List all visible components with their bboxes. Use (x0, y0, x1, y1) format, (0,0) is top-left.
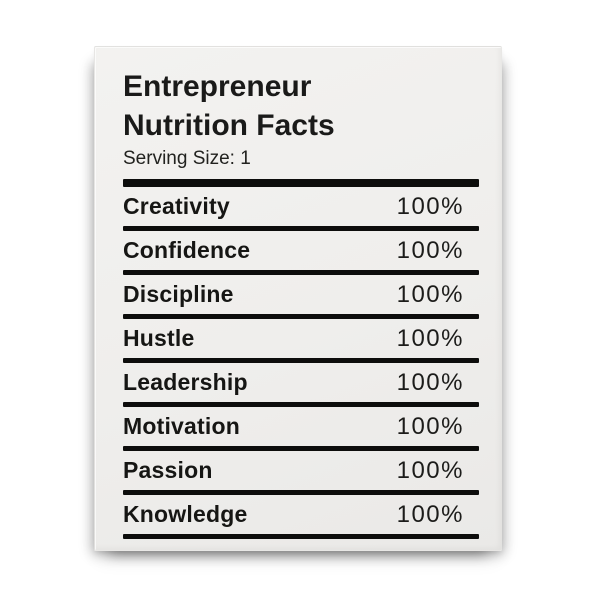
fact-label: Knowledge (123, 501, 248, 527)
art-title-line2: Nutrition Facts (123, 109, 335, 142)
fact-row-knowledge: Knowledge 100% (123, 495, 479, 534)
fact-value: 100% (396, 192, 464, 220)
serving-size-text: Serving Size: 1 (123, 148, 251, 169)
fact-label: Hustle (123, 325, 195, 351)
fact-row-confidence: Confidence 100% (123, 231, 479, 270)
row-divider-bar (123, 534, 479, 539)
art-title-line1: Entrepreneur (123, 70, 312, 103)
fact-value: 100% (396, 236, 464, 264)
row-divider-bar (123, 358, 479, 363)
row-divider-bar (123, 402, 479, 407)
facts-list: Creativity 100% Confidence 100% Discipli… (123, 187, 479, 539)
row-divider-bar (123, 314, 479, 319)
row-divider-bar (123, 270, 479, 275)
row-divider-bar (123, 226, 479, 231)
art-title: Entrepreneur Nutrition Facts (123, 67, 479, 145)
fact-value: 100% (396, 280, 464, 308)
fact-label: Confidence (123, 237, 251, 263)
fact-label: Leadership (123, 369, 248, 395)
fact-label: Motivation (123, 413, 240, 439)
wall-art-canvas: Entrepreneur Nutrition Facts Serving Siz… (94, 46, 502, 551)
fact-value: 100% (396, 324, 464, 352)
fact-row-discipline: Discipline 100% (123, 275, 479, 314)
fact-label: Creativity (123, 193, 230, 219)
row-divider-bar (123, 446, 479, 451)
fact-row-leadership: Leadership 100% (123, 363, 479, 402)
fact-value: 100% (396, 412, 464, 440)
row-divider-bar (123, 490, 479, 495)
fact-row-motivation: Motivation 100% (123, 407, 479, 446)
fact-label: Discipline (123, 281, 234, 307)
fact-value: 100% (396, 500, 464, 528)
header-divider-bar (123, 179, 479, 187)
fact-row-creativity: Creativity 100% (123, 187, 479, 226)
fact-row-passion: Passion 100% (123, 451, 479, 490)
fact-label: Passion (123, 457, 213, 483)
fact-row-hustle: Hustle 100% (123, 319, 479, 358)
fact-value: 100% (396, 456, 464, 484)
fact-value: 100% (396, 368, 464, 396)
